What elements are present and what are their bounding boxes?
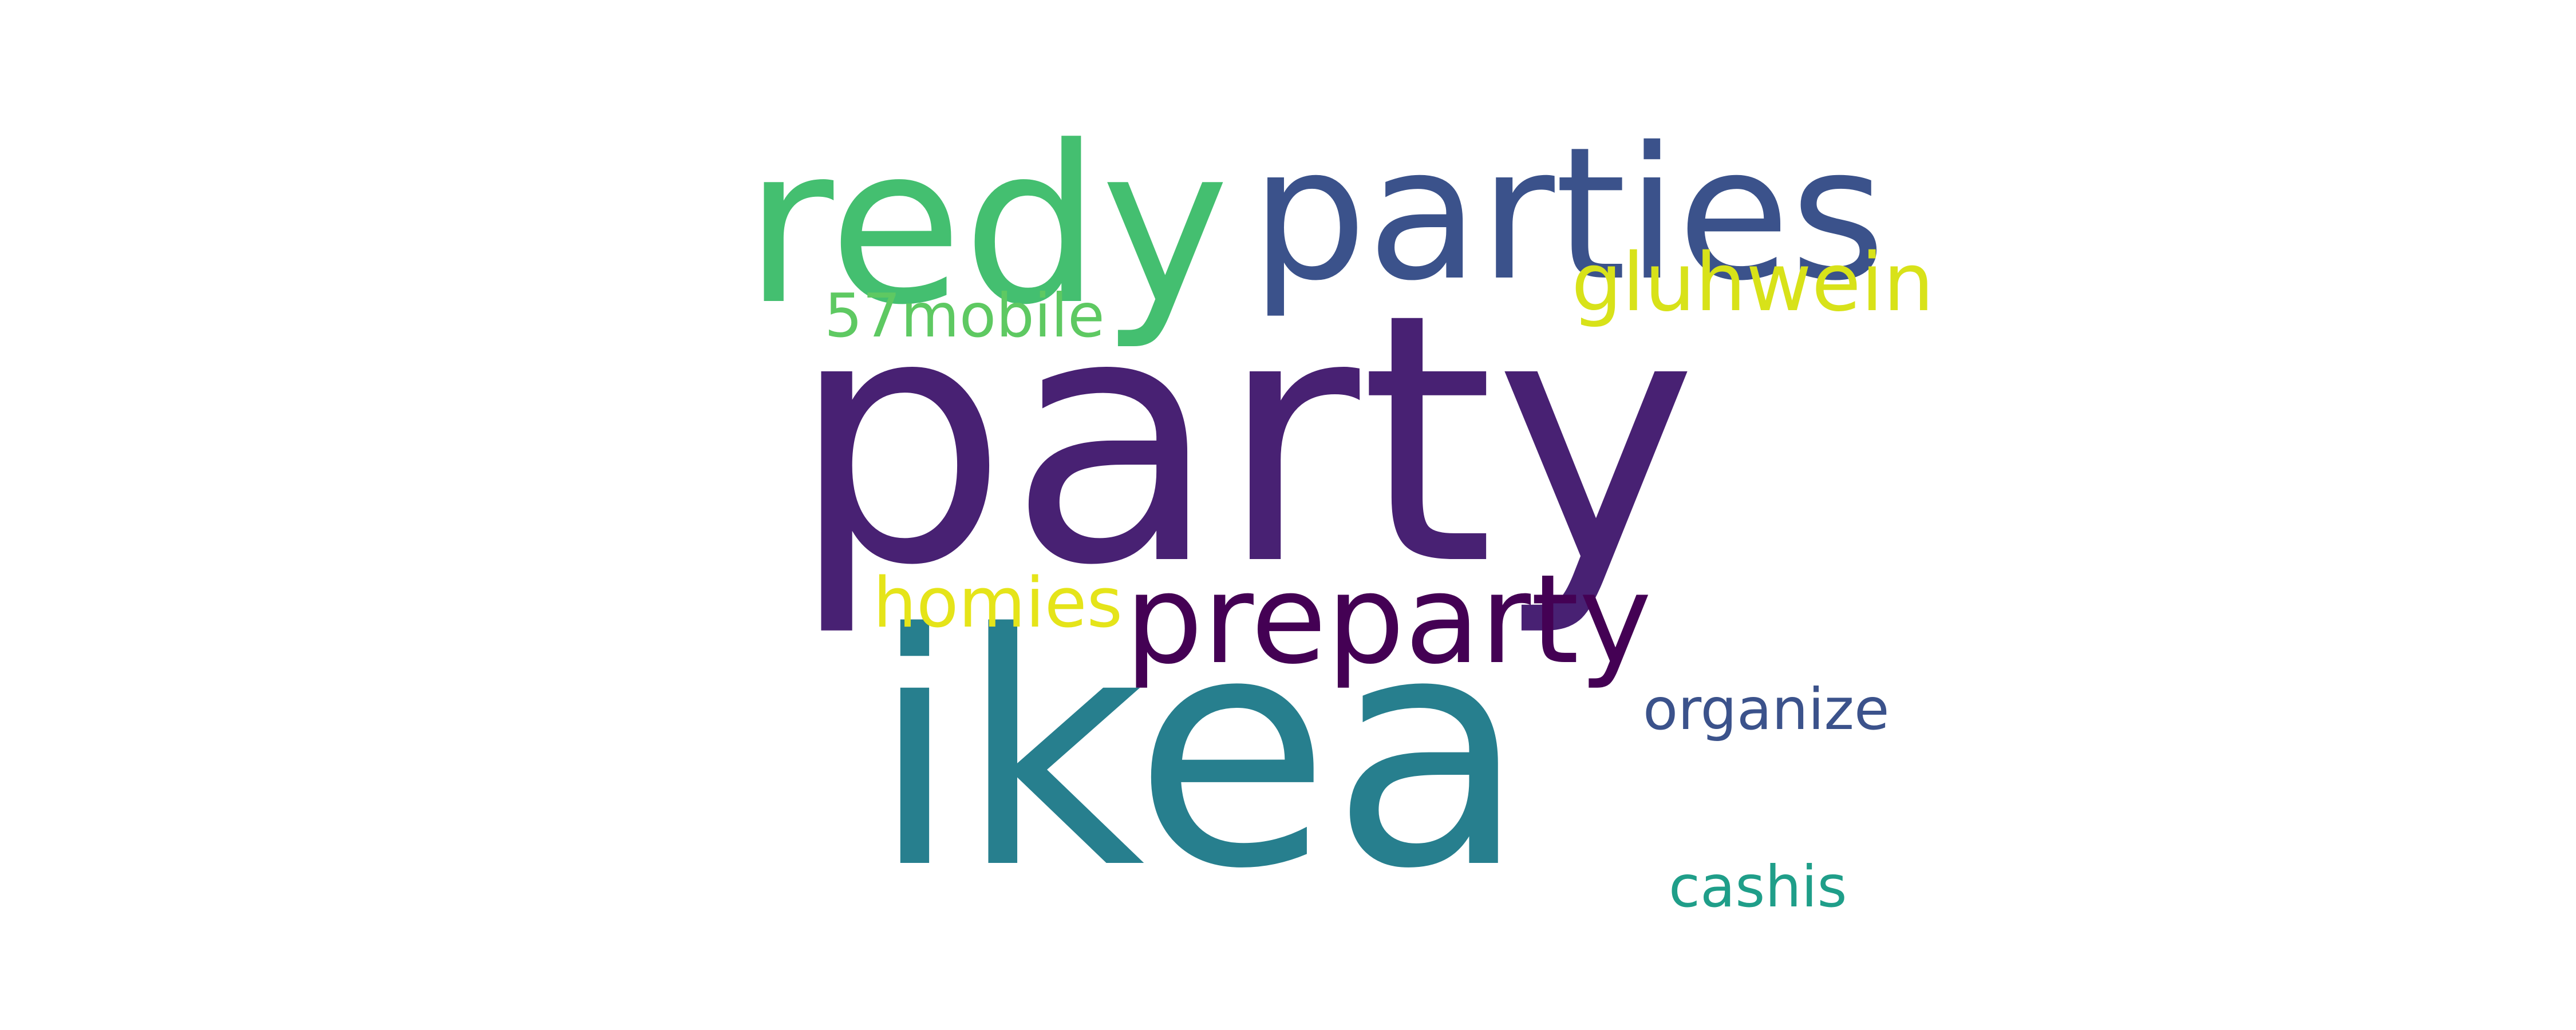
word-redy: redy [744,99,1230,352]
word-57mobile: 57mobile [824,281,1105,351]
word-parties: parties [1251,108,1886,321]
word-ikea: ikea [870,566,1527,939]
word-organize: organize [1643,676,1890,743]
word-preparty: preparty [1125,548,1652,691]
word-gluhwein: gluhwein [1571,236,1934,330]
word-party: party [790,240,1698,640]
word-cashis: cashis [1669,853,1847,920]
word-homies: homies [873,564,1123,643]
